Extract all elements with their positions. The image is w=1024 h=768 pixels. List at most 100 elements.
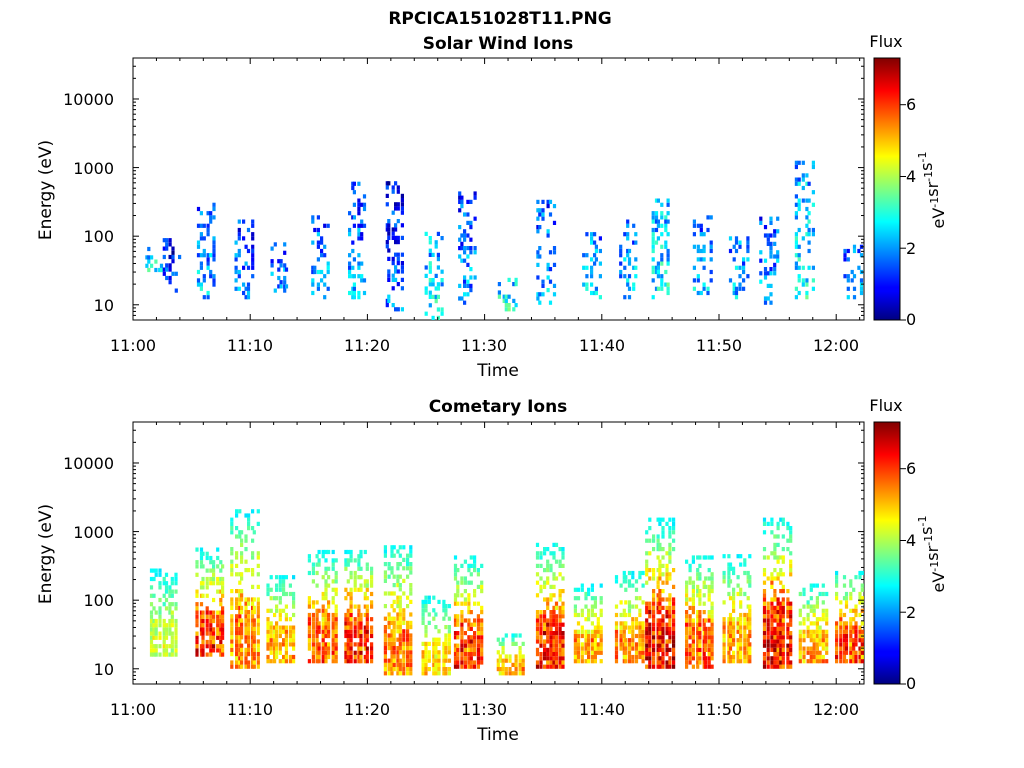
heatmap-cell <box>535 580 540 585</box>
heatmap-cell <box>766 241 770 246</box>
heatmap-cell <box>645 664 649 669</box>
heatmap-cell <box>234 286 238 291</box>
heatmap-cell <box>174 631 178 636</box>
heatmap-cell <box>174 271 178 276</box>
heatmap-cell <box>779 555 783 560</box>
heatmap-cell <box>344 621 348 626</box>
heatmap-cell <box>739 638 743 643</box>
heatmap-cell <box>779 618 783 623</box>
heatmap-cell <box>406 604 410 609</box>
heatmap-cell <box>158 644 162 649</box>
heatmap-cell <box>707 614 711 619</box>
solar-wind-panel: Solar Wind Ions 10000 1000 100 10 11:00 … <box>36 32 948 381</box>
heatmap-cell <box>357 554 361 559</box>
heatmap-cell <box>809 604 813 609</box>
heatmap-cell <box>409 667 413 672</box>
heatmap-cell <box>802 587 806 592</box>
heatmap-cell <box>535 639 540 644</box>
heatmap-cell <box>238 530 242 535</box>
heatmap-cell <box>442 662 446 667</box>
heatmap-cell <box>266 638 270 643</box>
heatmap-cell <box>315 650 319 655</box>
heatmap-cell <box>802 654 806 660</box>
heatmap-cell <box>437 641 441 646</box>
heatmap-cell <box>252 610 256 615</box>
heatmap-cell <box>480 622 484 627</box>
heatmap-cell <box>638 654 642 660</box>
heatmap-cell <box>436 315 440 320</box>
heatmap-cell <box>424 662 428 667</box>
heatmap-cell <box>334 629 338 634</box>
heatmap-cell <box>284 604 288 609</box>
heatmap-cell <box>502 298 506 303</box>
heatmap-cell <box>798 654 802 660</box>
heatmap-cell <box>614 579 619 584</box>
heatmap-cell <box>781 618 785 623</box>
heatmap-cell <box>541 199 545 204</box>
heatmap-cell <box>696 568 700 573</box>
heatmap-cell <box>590 608 594 613</box>
heatmap-cell <box>324 570 328 576</box>
heatmap-cell <box>739 642 743 647</box>
heatmap-cell <box>651 240 655 245</box>
heatmap-cell <box>811 202 815 207</box>
heatmap-cell <box>858 570 862 576</box>
heatmap-cell <box>664 227 668 233</box>
heatmap-cell <box>786 610 790 615</box>
heatmap-cell <box>396 549 400 554</box>
heatmap-cell <box>549 568 553 573</box>
heatmap-cell <box>704 639 708 644</box>
heatmap-cell <box>170 581 174 586</box>
heatmap-cell <box>434 654 438 659</box>
heatmap-cell <box>811 265 815 270</box>
heatmap-cell <box>196 269 201 275</box>
y-tick-label: 10 <box>94 660 114 679</box>
heatmap-cell <box>158 618 162 624</box>
heatmap-cell <box>573 587 577 592</box>
heatmap-cell <box>344 633 348 639</box>
heatmap-cell <box>536 225 540 230</box>
heatmap-cell <box>554 559 559 564</box>
heatmap-cell <box>658 576 662 581</box>
heatmap-cell <box>396 566 400 571</box>
heatmap-cell <box>442 658 446 663</box>
heatmap-cell <box>623 257 627 262</box>
heatmap-cell <box>396 599 400 604</box>
heatmap-cell <box>518 671 522 676</box>
heatmap-cell <box>324 596 328 601</box>
heatmap-cell <box>739 659 743 664</box>
heatmap-cell <box>801 282 805 287</box>
heatmap-cell <box>549 660 553 665</box>
heatmap-cell <box>794 177 798 182</box>
heatmap-cell <box>311 625 315 630</box>
heatmap-cell <box>672 526 676 531</box>
heatmap-cell <box>672 597 676 602</box>
heatmap-cell <box>707 626 711 631</box>
heatmap-cell <box>739 554 743 559</box>
heatmap-cell <box>776 652 780 657</box>
heatmap-cell <box>247 635 251 640</box>
heatmap-cell <box>387 662 391 667</box>
heatmap-cell <box>447 629 451 634</box>
heatmap-cell <box>201 623 205 628</box>
heatmap-cell <box>742 278 746 283</box>
heatmap-cell <box>240 542 244 547</box>
heatmap-cell <box>434 286 438 291</box>
heatmap-cell <box>710 572 714 577</box>
heatmap-cell <box>722 621 726 626</box>
heatmap-cell <box>558 652 562 657</box>
heatmap-cell <box>846 248 850 254</box>
heatmap-cell <box>773 639 777 644</box>
heatmap-cell <box>634 659 639 664</box>
heatmap-cell <box>458 296 462 301</box>
heatmap-cell <box>648 631 652 636</box>
heatmap-cell <box>444 671 448 676</box>
heatmap-cell <box>383 591 387 596</box>
heatmap-cell <box>171 271 175 276</box>
heatmap-cell <box>651 257 655 262</box>
heatmap-cell <box>688 626 692 631</box>
heatmap-cell <box>797 253 801 258</box>
heatmap-cell <box>476 614 480 619</box>
heatmap-cell <box>195 547 199 552</box>
heatmap-cell <box>344 650 348 655</box>
